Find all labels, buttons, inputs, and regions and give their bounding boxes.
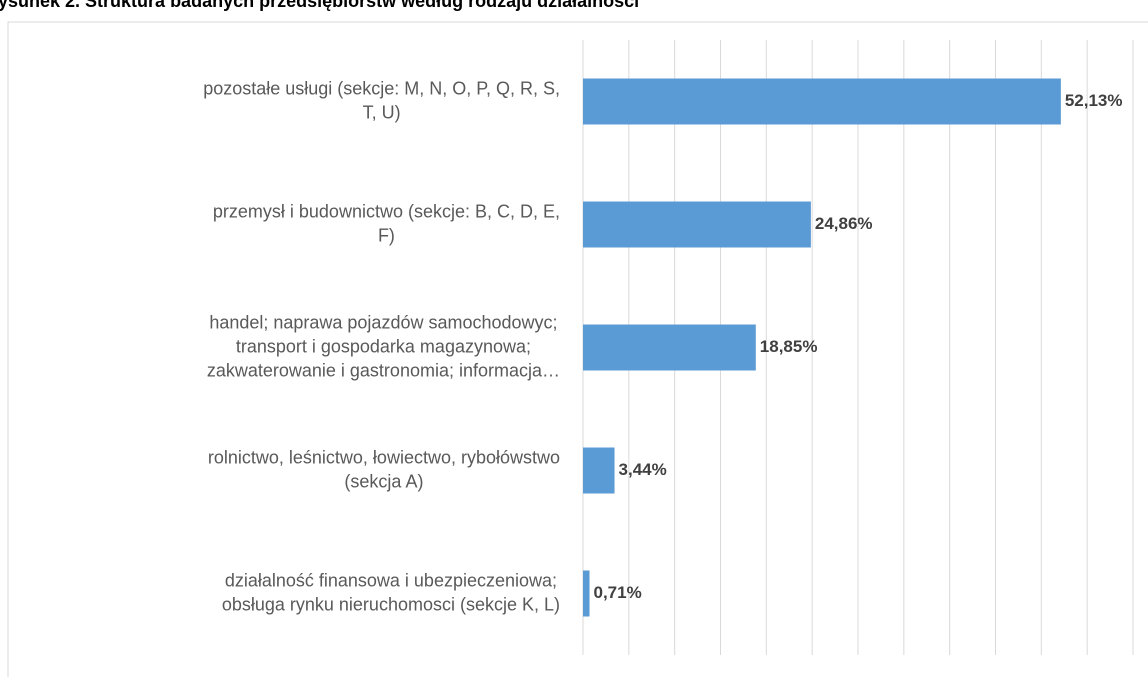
label-line: obsługa rynku nieruchomosci (sekcje K, L…	[222, 594, 560, 614]
label-line: T, U)	[363, 102, 401, 122]
label-line: transport i gospodarka magazynowa;	[236, 336, 531, 356]
bar	[583, 447, 615, 494]
label-line: działalność finansowa i ubezpieczeniowa;	[225, 570, 557, 590]
label-line: rolnictwo, leśnictwo, łowiectwo, rybołów…	[208, 447, 560, 467]
y-tick-label: przemysł i budownictwo (sekcje: B, C, D,…	[213, 201, 560, 245]
data-label: 0,71%	[594, 583, 642, 602]
bar	[583, 78, 1061, 125]
label-line: pozostałe usługi (sekcje: M, N, O, P, Q,…	[203, 78, 560, 98]
label-line: zakwaterowanie i gastronomia; informacja…	[207, 360, 560, 380]
label-line: przemysł i budownictwo (sekcje: B, C, D,…	[213, 201, 560, 221]
bar	[583, 324, 756, 371]
data-label: 24,86%	[815, 214, 873, 233]
y-tick-label: pozostałe usługi (sekcje: M, N, O, P, Q,…	[203, 78, 560, 122]
bar	[583, 201, 811, 248]
data-label: 3,44%	[619, 460, 667, 479]
y-tick-label: handel; naprawa pojazdów samochodowyc; tr…	[207, 312, 560, 380]
data-label: 18,85%	[760, 337, 818, 356]
chart-title: ysunek 2. Struktura badanych przedsiębio…	[0, 0, 639, 11]
bar	[583, 570, 590, 617]
label-line: handel; naprawa pojazdów samochodowyc;	[209, 312, 557, 332]
label-line: F)	[378, 225, 395, 245]
y-tick-label: działalność finansowa i ubezpieczeniowa;…	[222, 570, 560, 614]
y-tick-label: rolnictwo, leśnictwo, łowiectwo, rybołów…	[208, 447, 560, 491]
chart-frame	[7, 21, 1148, 677]
data-label: 52,13%	[1065, 91, 1123, 110]
label-line: (sekcja A)	[344, 471, 423, 491]
